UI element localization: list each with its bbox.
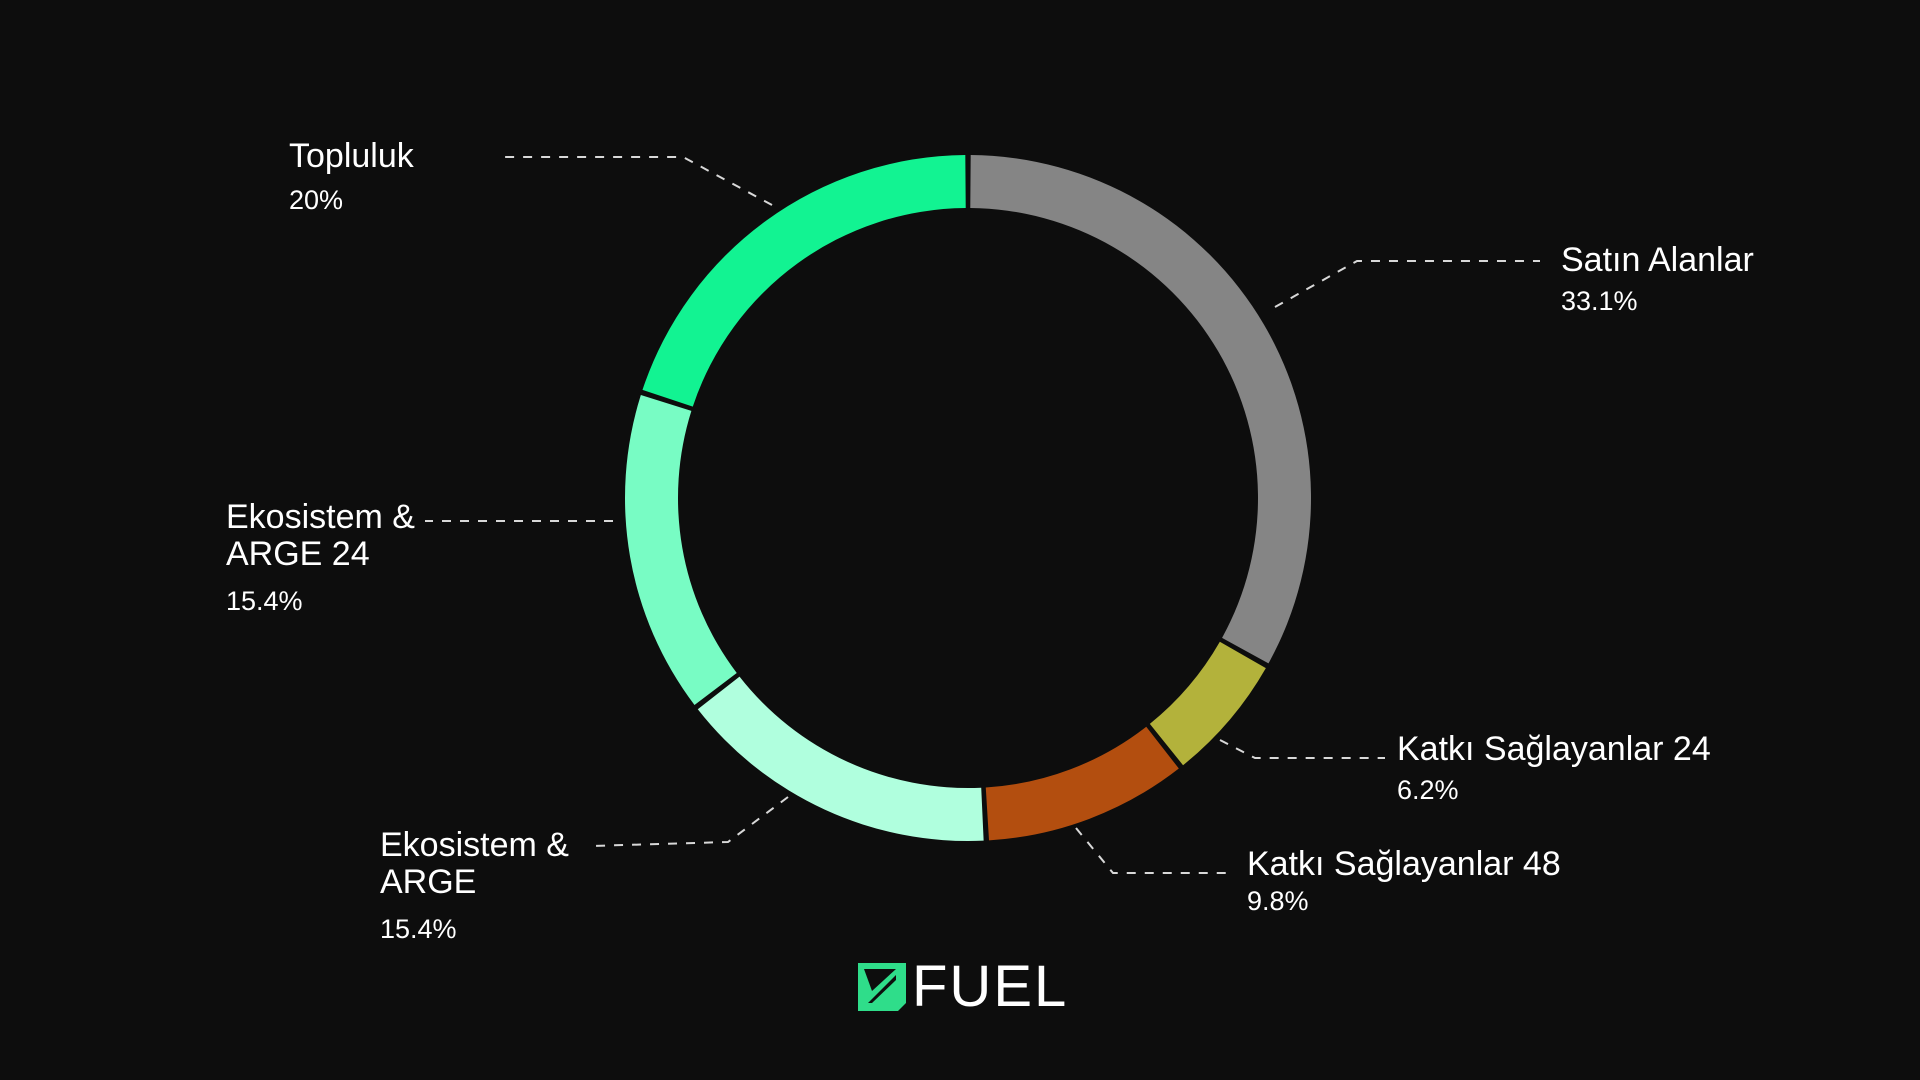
leader-line — [589, 796, 789, 847]
donut-slice — [624, 394, 737, 705]
donut-slice — [1149, 641, 1266, 766]
leader-line — [1219, 739, 1385, 759]
leader-line — [505, 156, 773, 206]
donut-slice — [985, 726, 1179, 841]
slice-name: Ekosistem & ARGE 24 — [226, 498, 415, 573]
slice-name: Katkı Sağlayanlar 24 — [1397, 730, 1711, 768]
fuel-logo-icon — [858, 963, 906, 1011]
slice-name: Topluluk — [289, 137, 414, 175]
slice-name: Ekosistem & ARGE — [380, 826, 569, 901]
slice-name: Satın Alanlar — [1561, 241, 1754, 279]
label-katki-24: Katkı Sağlayanlar 24 6.2% — [1397, 731, 1711, 806]
label-topluluk: Topluluk 20% — [289, 138, 414, 216]
slice-name: Katkı Sağlayanlar 48 — [1247, 845, 1561, 883]
slice-percent: 33.1% — [1561, 286, 1638, 316]
label-ekosistem-arge-24: Ekosistem & ARGE 24 15.4% — [226, 499, 436, 617]
label-satin-alanlar: Satın Alanlar 33.1% — [1561, 242, 1754, 317]
label-katki-48: Katkı Sağlayanlar 48 9.8% — [1247, 846, 1561, 917]
slice-percent: 6.2% — [1397, 775, 1459, 805]
slice-percent: 9.8% — [1247, 886, 1309, 916]
leader-line — [1075, 827, 1232, 874]
donut-slice — [642, 155, 966, 407]
slice-percent: 20% — [289, 185, 344, 215]
leader-line — [1274, 260, 1540, 308]
donut-slice — [970, 155, 1312, 664]
slice-percent: 15.4% — [226, 586, 303, 616]
fuel-logo: FUEL — [858, 954, 1069, 1019]
fuel-logo-text: FUEL — [912, 954, 1069, 1019]
donut-slice — [697, 676, 984, 842]
label-ekosistem-arge: Ekosistem & ARGE 15.4% — [380, 827, 580, 945]
slice-percent: 15.4% — [380, 914, 457, 944]
